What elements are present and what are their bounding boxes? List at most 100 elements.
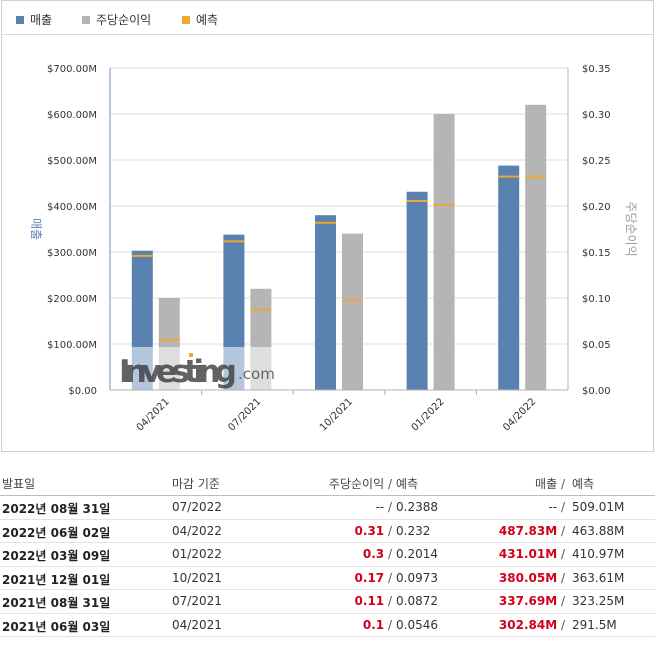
- legend-item-revenue[interactable]: 매출: [16, 11, 52, 28]
- cell-revenue: -- /: [548, 500, 565, 514]
- eps-bar: [433, 114, 455, 390]
- cell-revenue-sep: /: [557, 570, 565, 585]
- y-left-tick-label: $400.00M: [47, 202, 97, 213]
- cell-eps-forecast: 0.232: [396, 523, 431, 538]
- table-body: 2022년 08월 31일 07/2022 -- / 0.2388 -- / 509.01…: [0, 496, 655, 637]
- cell-revenue: 431.01M /: [499, 547, 565, 561]
- cell-eps-sep: /: [384, 570, 392, 585]
- x-tick-label: 04/2022: [501, 396, 538, 433]
- revenue-forecast-marker: [131, 254, 153, 257]
- cell-release-date: 2022년 08월 31일: [2, 502, 111, 516]
- y-left-tick-label: $200.00M: [47, 294, 97, 305]
- chart-panel: 매출 주당순이익 예측 Investing .com $0.00 $100.00M $…: [1, 0, 654, 452]
- cell-revenue-value: 380.05M: [498, 570, 558, 585]
- watermark-dot: [189, 353, 193, 357]
- cell-eps-forecast: 0.2388: [396, 500, 438, 514]
- eps-forecast-marker: [250, 308, 272, 311]
- y-right-tick-label: $0.10: [582, 294, 611, 305]
- cell-release-date: 2021년 12월 01일: [2, 572, 111, 587]
- cell-eps-value: 0.1: [362, 617, 385, 632]
- chart-legend: 매출 주당순이익 예측: [2, 1, 653, 35]
- cell-eps: 0.1 /: [363, 618, 392, 632]
- legend-swatch-revenue: [16, 15, 24, 24]
- revenue-bar: [406, 191, 428, 390]
- header-eps-forecast[interactable]: 예측: [396, 477, 419, 491]
- cell-revenue-forecast: 323.25M: [572, 594, 625, 608]
- legend-label-eps: 주당순이익: [96, 13, 152, 27]
- header-revenue-label: 매출: [535, 477, 558, 491]
- cell-period: 04/2021: [172, 617, 222, 632]
- cell-revenue-sep: /: [557, 500, 565, 514]
- y-right-tick-label: $0.35: [582, 64, 611, 75]
- eps-bar: [342, 233, 363, 390]
- x-tick-label: 01/2022: [410, 396, 447, 433]
- y-right-tick-label: $0.25: [582, 156, 611, 167]
- y-left-tick-label: $600.00M: [47, 110, 97, 121]
- cell-revenue-sep: /: [557, 594, 565, 608]
- cell-eps-value: --: [375, 500, 385, 514]
- cell-revenue-forecast: 291.5M: [572, 617, 617, 632]
- watermark-suffix: .com: [238, 365, 275, 383]
- legend-label-forecast: 예측: [196, 13, 219, 27]
- eps-forecast-marker: [525, 175, 547, 178]
- cell-release-date: 2022년 06월 02일: [2, 525, 111, 540]
- earnings-table: 발표일 마감 기준 주당순이익 / 예측 매출 / 예측 2022년 08월 3…: [0, 468, 655, 637]
- eps-forecast-marker: [342, 299, 363, 302]
- header-eps-sep: /: [387, 477, 392, 491]
- cell-eps-value: 0.31: [354, 523, 385, 538]
- cell-revenue-sep: /: [557, 547, 565, 561]
- cell-revenue-value: 302.84M: [498, 617, 558, 632]
- legend-item-eps[interactable]: 주당순이익: [82, 11, 151, 28]
- header-eps[interactable]: 주당순이익 /: [329, 475, 392, 492]
- cell-release-date: 2021년 08월 31일: [2, 596, 111, 610]
- cell-release-date: 2021년 06월 03일: [2, 619, 111, 634]
- cell-period: 07/2022: [172, 500, 222, 514]
- header-eps-label: 주당순이익: [328, 477, 385, 491]
- table-row: 2021년 12월 01일 10/2021 0.17 / 0.0973 380.05M …: [0, 567, 655, 590]
- x-tick-label: 04/2021: [135, 396, 172, 433]
- table-row: 2021년 08월 31일 07/2021 0.11 / 0.0872 337.69M …: [0, 590, 655, 614]
- cell-release-date: 2022년 03월 09일: [2, 549, 111, 563]
- header-revenue-forecast[interactable]: 예측: [572, 477, 595, 491]
- y-right-axis-title: 주당순이익: [624, 201, 638, 256]
- cell-eps: 0.11 /: [355, 594, 392, 608]
- y-right-tick-label: $0.30: [582, 110, 611, 121]
- revenue-bar: [315, 215, 336, 390]
- y-right-tick-label: $0.20: [582, 202, 611, 213]
- table-row: 2022년 06월 02일 04/2022 0.31 / 0.232 487.83M /…: [0, 520, 655, 543]
- cell-eps-sep: /: [384, 523, 392, 538]
- legend-item-forecast[interactable]: 예측: [182, 11, 218, 28]
- y-left-axis-title: 매출: [29, 218, 43, 240]
- cell-revenue-forecast: 509.01M: [572, 500, 625, 514]
- cell-revenue-forecast: 363.61M: [572, 570, 625, 585]
- header-date[interactable]: 발표일: [2, 477, 36, 491]
- cell-eps-sep: /: [384, 617, 392, 632]
- cell-eps-value: 0.3: [362, 547, 385, 561]
- cell-period: 01/2022: [172, 547, 222, 561]
- table-header-row: 발표일 마감 기준 주당순이익 / 예측 매출 / 예측: [0, 468, 655, 496]
- cell-revenue: 487.83M /: [499, 524, 565, 538]
- y-right-tick-label: $0.05: [582, 340, 611, 351]
- cell-revenue-value: 487.83M: [498, 523, 558, 538]
- watermark-logo: Investing .com: [118, 347, 275, 390]
- cell-eps: 0.31 /: [355, 524, 392, 538]
- y-left-tick-label: $300.00M: [47, 248, 97, 259]
- table-row: 2022년 03월 09일 01/2022 0.3 / 0.2014 431.01M /…: [0, 543, 655, 567]
- y-right-tick-label: $0.15: [582, 248, 611, 259]
- cell-eps: -- /: [375, 500, 392, 514]
- watermark-text: Investing: [119, 354, 237, 390]
- cell-eps-value: 0.11: [354, 594, 385, 608]
- cell-eps-forecast: 0.2014: [396, 547, 438, 561]
- revenue-forecast-marker: [406, 199, 428, 202]
- eps-forecast-marker: [433, 203, 455, 206]
- header-period[interactable]: 마감 기준: [172, 477, 220, 491]
- legend-swatch-forecast: [182, 15, 190, 24]
- eps-forecast-marker: [158, 338, 180, 341]
- cell-eps-forecast: 0.0973: [396, 570, 438, 585]
- header-revenue[interactable]: 매출 /: [535, 475, 565, 492]
- y-left-tick-label: $500.00M: [47, 156, 97, 167]
- cell-revenue-forecast: 410.97M: [572, 547, 625, 561]
- cell-eps-forecast: 0.0872: [396, 594, 438, 608]
- cell-revenue-forecast: 463.88M: [572, 523, 625, 538]
- cell-revenue: 337.69M /: [499, 594, 565, 608]
